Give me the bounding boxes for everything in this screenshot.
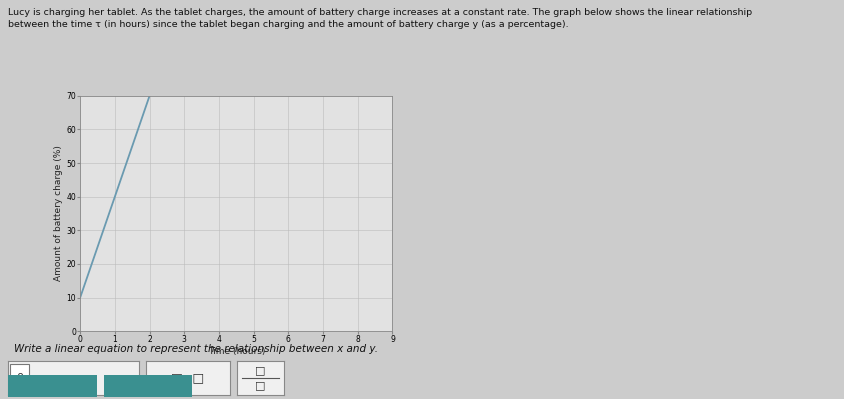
Text: Write a linear equation to represent the relationship between x and y.: Write a linear equation to represent the… bbox=[14, 344, 377, 354]
Text: □: □ bbox=[255, 381, 266, 391]
X-axis label: Time (hours): Time (hours) bbox=[208, 347, 265, 356]
Y-axis label: Amount of battery charge (%): Amount of battery charge (%) bbox=[55, 146, 63, 281]
Text: □: □ bbox=[255, 365, 266, 375]
Text: 0: 0 bbox=[16, 373, 23, 383]
FancyBboxPatch shape bbox=[10, 364, 30, 392]
Text: Lucy is charging her tablet. As the tablet charges, the amount of battery charge: Lucy is charging her tablet. As the tabl… bbox=[8, 8, 753, 29]
Text: □=□: □=□ bbox=[171, 371, 205, 385]
